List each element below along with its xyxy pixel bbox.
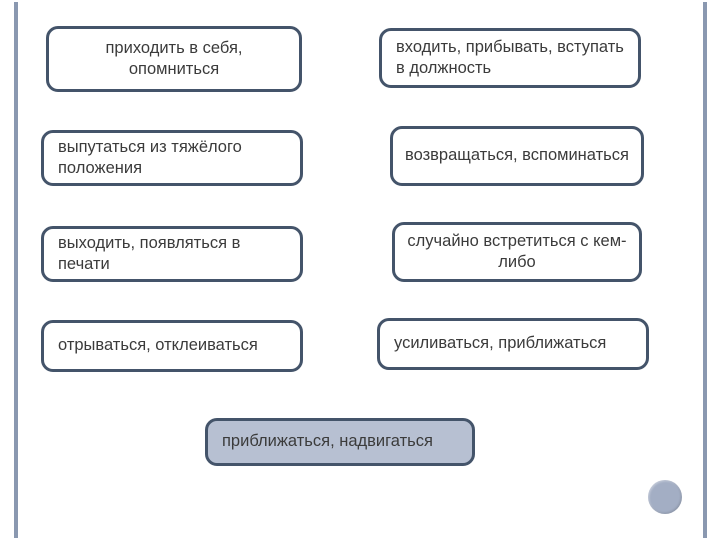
box-intensify-approach[interactable]: усиливаться, приближаться: [377, 318, 649, 370]
box-label: усиливаться, приближаться: [394, 333, 606, 354]
box-enter-arrive[interactable]: входить, прибывать, вступать в должность: [379, 28, 641, 88]
box-return-recall[interactable]: возвращаться, вспоминаться: [390, 126, 644, 186]
box-label: входить, прибывать, вступать в должность: [396, 37, 624, 80]
box-label: приходить в себя, опомниться: [59, 38, 289, 81]
box-label: приближаться, надвигаться: [222, 431, 433, 452]
box-approach-loom[interactable]: приближаться, надвигаться: [205, 418, 475, 466]
box-appear-in-print[interactable]: выходить, появляться в печати: [41, 226, 303, 282]
box-label: отрываться, отклеиваться: [58, 335, 258, 356]
box-label: выпутаться из тяжёлого положения: [58, 137, 286, 180]
box-label: выходить, появляться в печати: [58, 233, 286, 276]
box-label: возвращаться, вспоминаться: [405, 145, 629, 166]
decor-circle: [648, 480, 682, 514]
box-come-to-senses[interactable]: приходить в себя, опомниться: [46, 26, 302, 92]
box-label: случайно встретиться с кем-либо: [405, 231, 629, 274]
box-come-off[interactable]: отрываться, отклеиваться: [41, 320, 303, 372]
box-meet-by-chance[interactable]: случайно встретиться с кем-либо: [392, 222, 642, 282]
slide-canvas: приходить в себя, опомниться входить, пр…: [0, 0, 720, 540]
box-get-out-of-situation[interactable]: выпутаться из тяжёлого положения: [41, 130, 303, 186]
decor-bar-left: [14, 2, 18, 538]
decor-bar-right: [703, 2, 707, 538]
